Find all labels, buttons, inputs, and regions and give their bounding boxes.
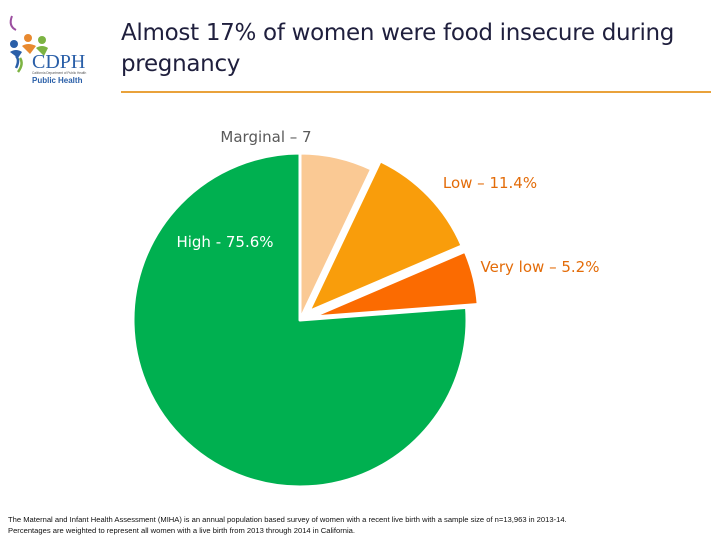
pie-label-2: Low – 11.4% — [443, 174, 537, 192]
footnote: The Maternal and Infant Health Assessmen… — [8, 515, 714, 536]
pie-label-3: Very low – 5.2% — [481, 258, 600, 276]
footnote-line-2: Percentages are weighted to represent al… — [8, 525, 355, 535]
pie-slice-3 — [310, 249, 480, 319]
logo-brand: CDPH — [32, 51, 85, 73]
pie-label-4: High - 75.6% — [176, 233, 273, 251]
logo-tagline: California Department of Public Health — [32, 71, 86, 75]
title-divider — [121, 91, 711, 93]
logo-sub-health: Health — [58, 76, 83, 85]
page-title: Almost 17% of women were food insecure d… — [121, 20, 675, 77]
footnote-line-1: The Maternal and Infant Health Assessmen… — [8, 515, 567, 524]
pie-label-1: Marginal – 7 — [220, 128, 311, 146]
pie-slice-2 — [307, 159, 464, 314]
logo-figures-icon — [9, 15, 48, 73]
logo-sub-public: Public — [32, 76, 57, 85]
cdph-logo: CDPH California Department of Public Hea… — [9, 15, 86, 85]
pie-slice-4 — [131, 151, 469, 489]
